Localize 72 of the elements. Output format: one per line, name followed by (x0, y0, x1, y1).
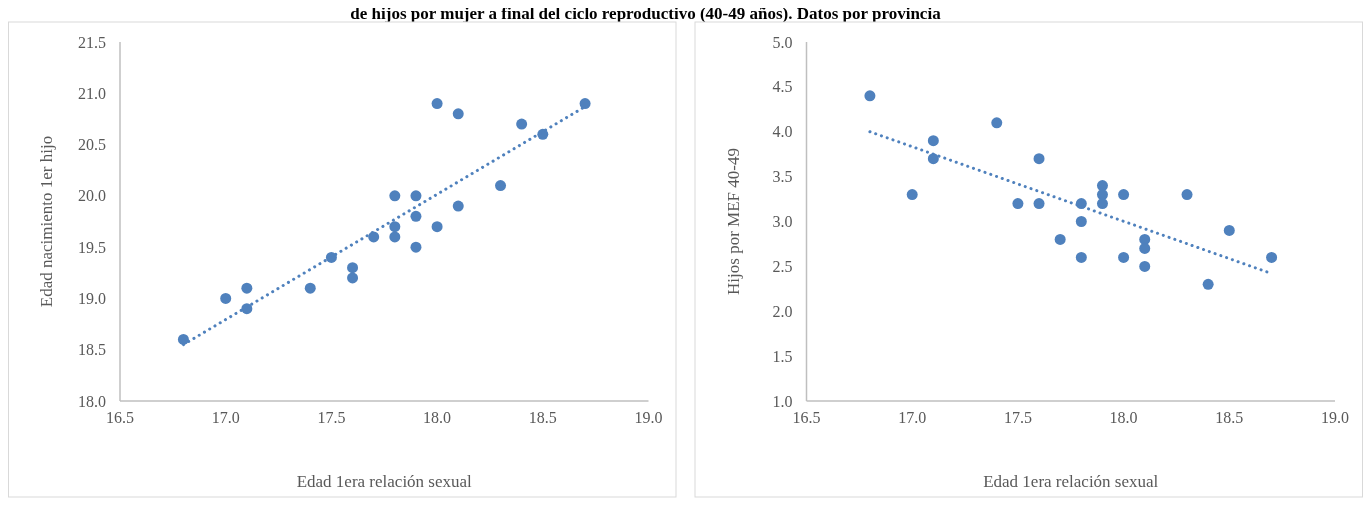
x-tick-label: 17.5 (1003, 409, 1032, 426)
y-tick-label: 21.5 (78, 33, 106, 51)
y-tick-label: 21.0 (78, 84, 106, 102)
point (1118, 189, 1130, 201)
point (220, 292, 232, 304)
y-tick-label: 1.5 (772, 347, 793, 365)
point (495, 180, 507, 192)
y-tick-label: 18.0 (78, 392, 106, 410)
point (1118, 251, 1130, 263)
point (1223, 224, 1235, 236)
y-axis-title: Hijos por MEF 40-49 (723, 148, 743, 295)
point (927, 135, 939, 147)
y-tick-label: 3.0 (772, 213, 793, 231)
x-axis-title: Edad 1era relación sexual (296, 472, 473, 491)
point (1033, 153, 1045, 165)
x-tick-label: 19.0 (1321, 409, 1349, 426)
point (347, 262, 359, 274)
y-tick-label: 2.0 (772, 302, 793, 320)
y-tick-label: 4.5 (772, 78, 793, 96)
point (410, 210, 422, 222)
point (452, 108, 464, 120)
point (304, 282, 316, 294)
point (1202, 278, 1214, 290)
point (241, 282, 253, 294)
y-tick-label: 19.5 (78, 238, 106, 256)
y-tick-label: 4.0 (772, 123, 793, 141)
point (410, 241, 422, 253)
point (991, 117, 1003, 129)
x-tick-label: 18.0 (423, 409, 452, 426)
point (1139, 260, 1151, 272)
point (516, 118, 528, 130)
y-tick-label: 20.0 (78, 187, 106, 205)
point (1012, 198, 1024, 210)
point (906, 189, 918, 201)
x-tick-label: 18.0 (1109, 409, 1138, 426)
y-tick-label: 2.5 (772, 257, 793, 275)
point (389, 231, 401, 243)
point (347, 272, 359, 284)
point (177, 333, 189, 345)
point (368, 231, 380, 243)
point (1181, 189, 1193, 201)
x-tick-label: 16.5 (106, 409, 134, 426)
point (1139, 233, 1151, 245)
y-tick-label: 19.0 (78, 290, 106, 308)
x-tick-label: 17.0 (211, 409, 240, 426)
point (389, 190, 401, 202)
point (431, 221, 443, 233)
y-tick-label: 3.5 (772, 168, 793, 186)
point (864, 90, 876, 102)
x-tick-label: 18.5 (528, 409, 557, 426)
point (1075, 251, 1087, 263)
y-axis-title: Edad nacimiento 1er hijo (37, 135, 56, 308)
x-tick-label: 16.5 (792, 409, 821, 426)
x-tick-label: 18.5 (1215, 409, 1244, 426)
point (1033, 198, 1045, 210)
y-tick-label: 5.0 (772, 33, 793, 51)
point (431, 98, 443, 110)
point (1054, 233, 1066, 245)
point (389, 221, 401, 233)
point (579, 98, 591, 110)
x-tick-label: 19.0 (634, 409, 663, 426)
y-tick-label: 18.5 (78, 341, 106, 359)
y-tick-label: 1.0 (772, 392, 793, 410)
point (1096, 198, 1108, 210)
point (1075, 216, 1087, 227)
point (410, 190, 422, 202)
y-tick-label: 20.5 (78, 136, 106, 154)
x-tick-label: 17.0 (898, 409, 927, 426)
x-tick-label: 17.5 (317, 409, 346, 426)
point (452, 200, 464, 212)
x-axis-title: Edad 1era relación sexual (983, 472, 1159, 491)
point (1266, 251, 1278, 263)
